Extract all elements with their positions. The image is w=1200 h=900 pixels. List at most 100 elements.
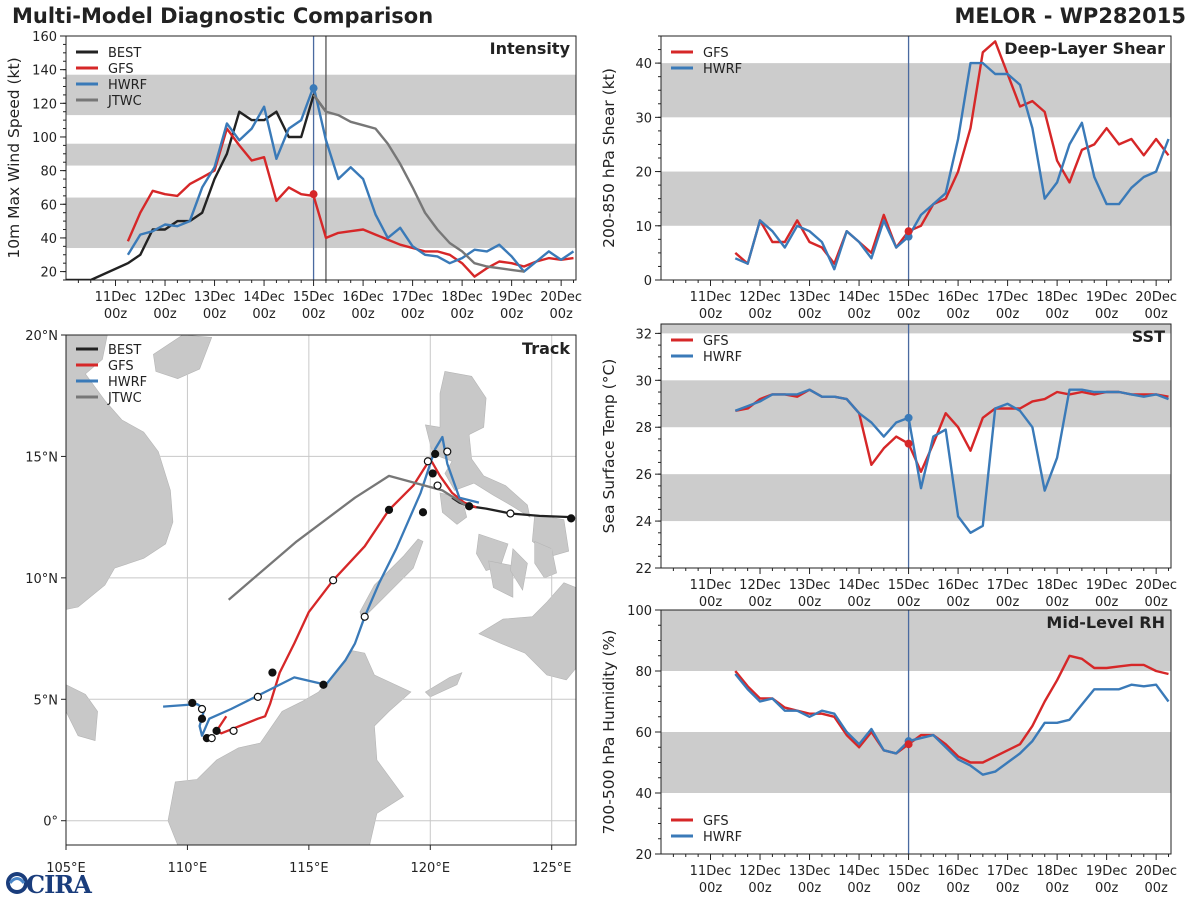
intensity-xtick-label: 12Dec: [144, 290, 186, 305]
sst-ytick-label: 30: [635, 374, 652, 389]
main-title: Multi-Model Diagnostic Comparison: [12, 4, 434, 28]
sst-ytick-label: 26: [635, 468, 652, 483]
land-mindanao: [478, 582, 576, 681]
track-series-hwrf: [163, 435, 480, 737]
rh-band-0: [661, 732, 1171, 793]
shear-ytick-label: 20: [635, 166, 652, 181]
track-ytick-label: 0°: [43, 815, 58, 830]
track-legend-label-best: BEST: [108, 343, 141, 358]
shear-xtick-label: 00z: [798, 307, 822, 322]
shear-legend-label-gfs: GFS: [703, 46, 729, 61]
land-cebu: [510, 548, 528, 591]
intensity-band-2: [66, 74, 576, 116]
shear-xtick-label: 13Dec: [789, 290, 831, 305]
intensity-band-1: [66, 143, 576, 166]
shear-xtick-label: 00z: [1095, 307, 1119, 322]
intensity-xtick-label: 00z: [252, 307, 276, 322]
rh-ytick-label: 60: [635, 726, 652, 741]
sst-xtick-label: 11Dec: [690, 578, 732, 593]
rh-legend-label-gfs: GFS: [703, 814, 729, 829]
rh-xtick-label: 00z: [1095, 881, 1119, 896]
track-point: [197, 704, 207, 714]
shear-title: Deep-Layer Shear: [1004, 39, 1165, 58]
rh-xtick-label: 13Dec: [789, 864, 831, 879]
sst-chart: 22 24 26 28 30 32 11Dec 00z 12Dec 00z 13Dec 00z 14De…: [600, 323, 1177, 610]
rh-xtick-label: 00z: [946, 881, 970, 896]
intensity-xtick-label: 14Dec: [243, 290, 285, 305]
sst-xtick-label: 14Dec: [838, 578, 880, 593]
track-point: [384, 505, 394, 514]
track-xtick-label: 110°E: [168, 861, 208, 876]
sst-band-1: [661, 380, 1171, 428]
track-ytick-label: 15°N: [25, 450, 58, 465]
shear-xtick-label: 00z: [699, 307, 723, 322]
intensity-xtick-label: 00z: [351, 307, 375, 322]
track-xtick-label: 120°E: [411, 861, 451, 876]
track-point: [360, 612, 369, 621]
rh-legend-label-hwrf: HWRF: [703, 830, 742, 845]
track-point: [431, 449, 440, 459]
track-point: [319, 680, 328, 689]
rh-xtick-label: 16Dec: [937, 864, 979, 879]
shear-xtick-label: 11Dec: [690, 290, 732, 305]
sst-plot-area: [661, 324, 1171, 568]
rh-xtick-label: 00z: [897, 881, 921, 896]
intensity-title: Intensity: [490, 39, 571, 58]
intensity-legend-label-hwrf: HWRF: [108, 78, 147, 93]
rh-series-gfs: [734, 654, 1169, 764]
rh-chart: 20 40 60 80 100 11Dec 00z 12Dec 00z 13Dec 00z 14Dec…: [600, 604, 1177, 896]
intensity-series-jtwc: [312, 94, 525, 273]
track-ytick-label: 20°N: [25, 329, 58, 344]
intensity-ytick-label: 160: [32, 30, 57, 45]
land-vietnam: [66, 335, 174, 610]
rh-ytick-label: 80: [635, 665, 652, 680]
shear-xtick-label: 19Dec: [1086, 290, 1128, 305]
intensity-xtick-label: 00z: [302, 307, 326, 322]
sst-title: SST: [1132, 327, 1165, 346]
intensity-xtick-label: 00z: [450, 307, 474, 322]
intensity-ylabel: 10m Max Wind Speed (kt): [5, 57, 23, 258]
sst-series-hwrf: [734, 388, 1169, 535]
shear-xtick-label: 00z: [1144, 307, 1168, 322]
rh-title: Mid-Level RH: [1046, 613, 1165, 632]
storm-title: MELOR - WP282015: [954, 4, 1186, 28]
intensity-xtick-label: 00z: [549, 307, 573, 322]
track-xtick-label: 105°E: [46, 861, 86, 876]
intensity-xtick-label: 16Dec: [342, 290, 384, 305]
rh-xtick-label: 00z: [1144, 881, 1168, 896]
intensity-ytick-label: 140: [32, 64, 57, 79]
sst-xtick-label: 00z: [946, 595, 970, 610]
rh-ylabel: 700-500 hPa Humidity (%): [600, 630, 618, 835]
track-point: [197, 714, 207, 723]
shear-xtick-label: 00z: [897, 307, 921, 322]
rh-xtick-label: 15Dec: [888, 864, 930, 879]
rh-marker-gfs: [904, 740, 913, 749]
rh-xtick-label: 00z: [1045, 881, 1069, 896]
sst-band-2: [661, 324, 1171, 334]
intensity-xtick-label: 00z: [401, 307, 425, 322]
shear-xtick-label: 18Dec: [1036, 290, 1078, 305]
intensity-xtick-label: 19Dec: [491, 290, 533, 305]
sst-marker-hwrf: [904, 413, 913, 422]
intensity-ytick-label: 120: [32, 97, 57, 112]
land-leyte: [534, 540, 557, 579]
land-hainan: [153, 335, 213, 380]
track-xtick-label: 125°E: [532, 861, 572, 876]
track-point: [268, 668, 277, 677]
intensity-xtick-label: 00z: [203, 307, 227, 322]
track-series-jtwc: [227, 474, 470, 601]
intensity-plot-area: [66, 36, 576, 280]
sst-xtick-label: 00z: [897, 595, 921, 610]
sst-legend-label-gfs: GFS: [703, 334, 729, 349]
sst-ytick-label: 22: [635, 562, 652, 577]
sst-xtick-label: 20Dec: [1135, 578, 1177, 593]
shear-ytick-label: 0: [644, 274, 652, 289]
shear-ytick-label: 10: [635, 220, 652, 235]
intensity-legend-label-jtwc: JTWC: [107, 94, 142, 109]
shear-xtick-label: 20Dec: [1135, 290, 1177, 305]
rh-xtick-label: 20Dec: [1135, 864, 1177, 879]
rh-xtick-label: 17Dec: [987, 864, 1029, 879]
intensity-ytick-label: 60: [40, 198, 57, 213]
sst-xtick-label: 00z: [798, 595, 822, 610]
intensity-xtick-label: 00z: [153, 307, 177, 322]
